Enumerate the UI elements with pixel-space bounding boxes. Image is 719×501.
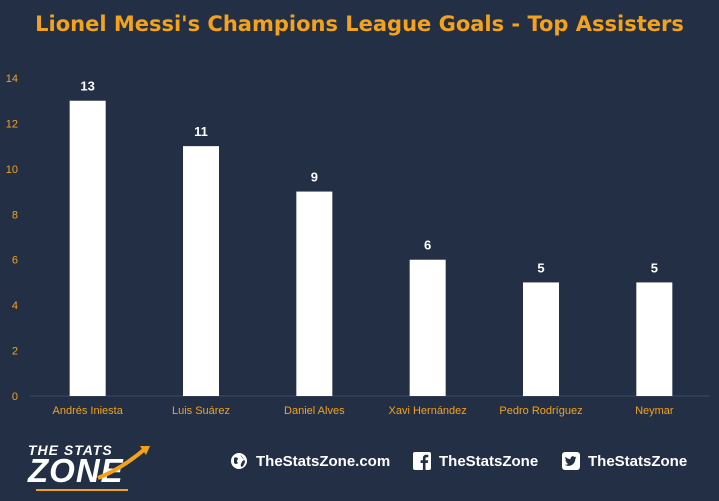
logo-main-text: ZONE: [28, 452, 124, 489]
bar-value-label: 11: [194, 124, 208, 139]
twitter-text: TheStatsZone: [588, 452, 688, 470]
y-tick-label: 0: [12, 391, 18, 403]
logo-swoosh-icon: [36, 446, 150, 491]
website-link[interactable]: TheStatsZone.com: [230, 452, 390, 470]
bar-value-label: 6: [424, 238, 431, 253]
facebook-icon: [413, 452, 431, 470]
x-axis: Andrés Iniesta Luis Suárez Daniel Alves Xav…: [53, 405, 674, 417]
bars: 13 11 9 6 5 5: [69, 79, 673, 396]
facebook-text: TheStatsZone: [439, 452, 539, 470]
y-axis: 0 2 4 6 8 10 12 14: [6, 73, 18, 403]
y-tick-label: 12: [6, 118, 18, 130]
x-tick-label: Neymar: [635, 405, 674, 417]
brand-logo[interactable]: THE STATS ZONE: [28, 438, 158, 494]
x-tick-label: Pedro Rodríguez: [499, 405, 582, 417]
x-tick-label: Xavi Hernández: [389, 405, 467, 417]
y-tick-label: 14: [6, 73, 18, 85]
footer: THE STATS ZONE TheStatsZone.com TheStats…: [0, 432, 719, 501]
bar: [636, 282, 673, 396]
y-tick-label: 6: [12, 255, 18, 267]
twitter-icon: [562, 452, 580, 470]
bar-value-label: 13: [80, 79, 94, 94]
twitter-link[interactable]: TheStatsZone: [562, 452, 687, 470]
bar: [409, 259, 446, 396]
y-tick-label: 4: [12, 300, 18, 312]
x-tick-label: Andrés Iniesta: [53, 405, 124, 417]
bar-value-label: 5: [651, 260, 658, 275]
bar: [296, 191, 333, 396]
globe-icon: [231, 453, 247, 469]
y-tick-label: 8: [12, 209, 18, 221]
bar-value-label: 9: [311, 170, 318, 185]
x-tick-label: Daniel Alves: [284, 405, 345, 417]
y-tick-label: 2: [12, 346, 18, 358]
bar: [523, 282, 559, 396]
bar: [69, 100, 106, 396]
logo-top-text: THE STATS: [28, 442, 113, 458]
bar: [183, 146, 219, 396]
bar-chart: 0 2 4 6 8 10 12 14 13 11 9 6 5 5 Andrés Iniesta Luis …: [6, 73, 710, 417]
chart-title: Lionel Messi's Champions League Goals - …: [35, 12, 684, 36]
bar-value-label: 5: [537, 260, 544, 275]
x-tick-label: Luis Suárez: [172, 405, 230, 417]
facebook-link[interactable]: TheStatsZone: [413, 452, 538, 470]
website-text: TheStatsZone.com: [256, 452, 391, 470]
y-tick-label: 10: [6, 164, 18, 176]
